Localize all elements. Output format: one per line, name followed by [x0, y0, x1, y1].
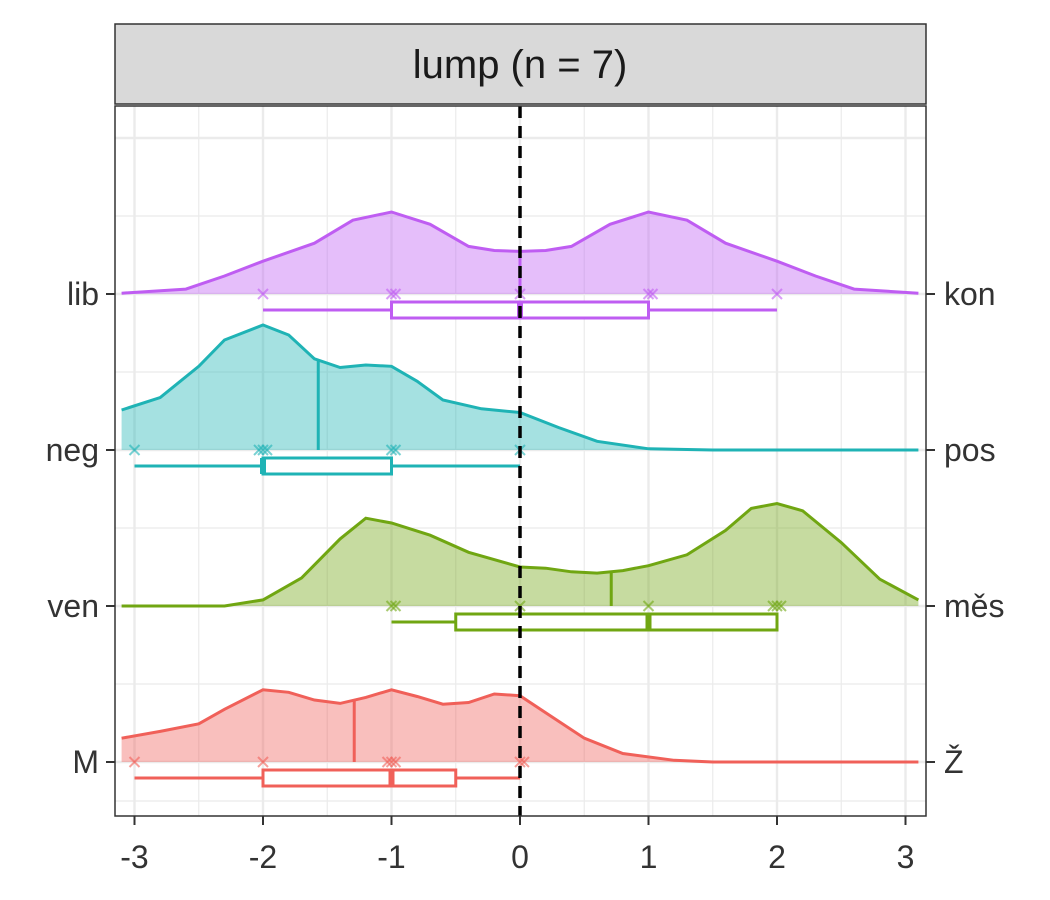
data-point — [642, 288, 655, 300]
x-tick-label: -1 — [377, 839, 405, 875]
data-point — [518, 756, 530, 768]
point-stroke — [381, 756, 394, 768]
point-stroke — [389, 288, 402, 300]
point-stroke — [771, 600, 783, 612]
y-axis-left: lib neg ven M — [46, 276, 115, 780]
data-point — [385, 288, 398, 300]
point-stroke — [767, 600, 779, 612]
facet-title: lump (n = 7) — [413, 43, 628, 87]
x-axis: -3 -2 -1 0 1 2 3 — [120, 816, 914, 875]
y-label-right: Ž — [944, 744, 964, 780]
point-stroke — [253, 444, 265, 456]
data-point — [389, 600, 402, 612]
box-iqr — [454, 612, 779, 632]
data-point — [257, 756, 269, 768]
data-point — [257, 444, 269, 456]
data-point — [128, 444, 141, 456]
y-label-right: měs — [944, 588, 1004, 624]
point-stroke — [385, 444, 398, 456]
y-label-right: kon — [944, 276, 996, 312]
point-stroke — [128, 444, 141, 456]
y-axis-right: kon pos měs Ž — [926, 276, 1004, 780]
y-label-left-M: M — [72, 744, 99, 780]
point-stroke — [385, 600, 398, 612]
point-stroke — [389, 600, 402, 612]
data-point — [642, 600, 655, 612]
point-stroke — [257, 444, 269, 456]
data-point — [389, 444, 402, 456]
point-stroke — [646, 288, 659, 300]
y-label-left-ven: ven — [47, 588, 99, 624]
point-stroke — [128, 756, 141, 768]
ridge-M — [121, 688, 919, 788]
data-point — [385, 756, 398, 768]
data-point — [128, 756, 141, 768]
point-stroke — [385, 756, 398, 768]
x-tick-label: 2 — [768, 839, 786, 875]
data-point — [767, 600, 779, 612]
density-area — [121, 325, 919, 450]
data-point — [646, 288, 659, 300]
data-point — [381, 756, 394, 768]
y-label-right: pos — [944, 432, 996, 468]
x-tick-label: -2 — [249, 839, 277, 875]
density-curve — [121, 323, 919, 452]
x-tick-label: -3 — [120, 839, 148, 875]
point-stroke — [518, 756, 530, 768]
density-area — [121, 503, 919, 606]
point-stroke — [642, 288, 655, 300]
point-stroke — [257, 756, 269, 768]
box-iqr — [261, 456, 393, 476]
point-stroke — [642, 600, 655, 612]
data-point — [389, 288, 402, 300]
facet-strip — [114, 23, 927, 105]
data-point — [514, 756, 526, 768]
y-label-left-neg: neg — [46, 432, 99, 468]
data-point — [771, 288, 783, 300]
data-point — [257, 288, 269, 300]
point-stroke — [514, 756, 526, 768]
ridge-ven — [121, 501, 920, 632]
x-tick-label: 0 — [511, 839, 529, 875]
density-curve — [121, 688, 919, 764]
density-curve — [121, 501, 920, 608]
data-point — [253, 444, 265, 456]
ridge-neg — [121, 323, 919, 476]
density-area — [121, 689, 919, 762]
y-label-left-lib: lib — [67, 276, 99, 312]
data-point — [771, 600, 783, 612]
point-stroke — [389, 444, 402, 456]
data-point — [385, 600, 398, 612]
point-stroke — [385, 288, 398, 300]
point-stroke — [257, 288, 269, 300]
x-tick-label: 1 — [640, 839, 658, 875]
x-tick-label: 3 — [897, 839, 915, 875]
data-point — [385, 444, 398, 456]
box-iqr — [261, 768, 458, 788]
point-stroke — [771, 288, 783, 300]
